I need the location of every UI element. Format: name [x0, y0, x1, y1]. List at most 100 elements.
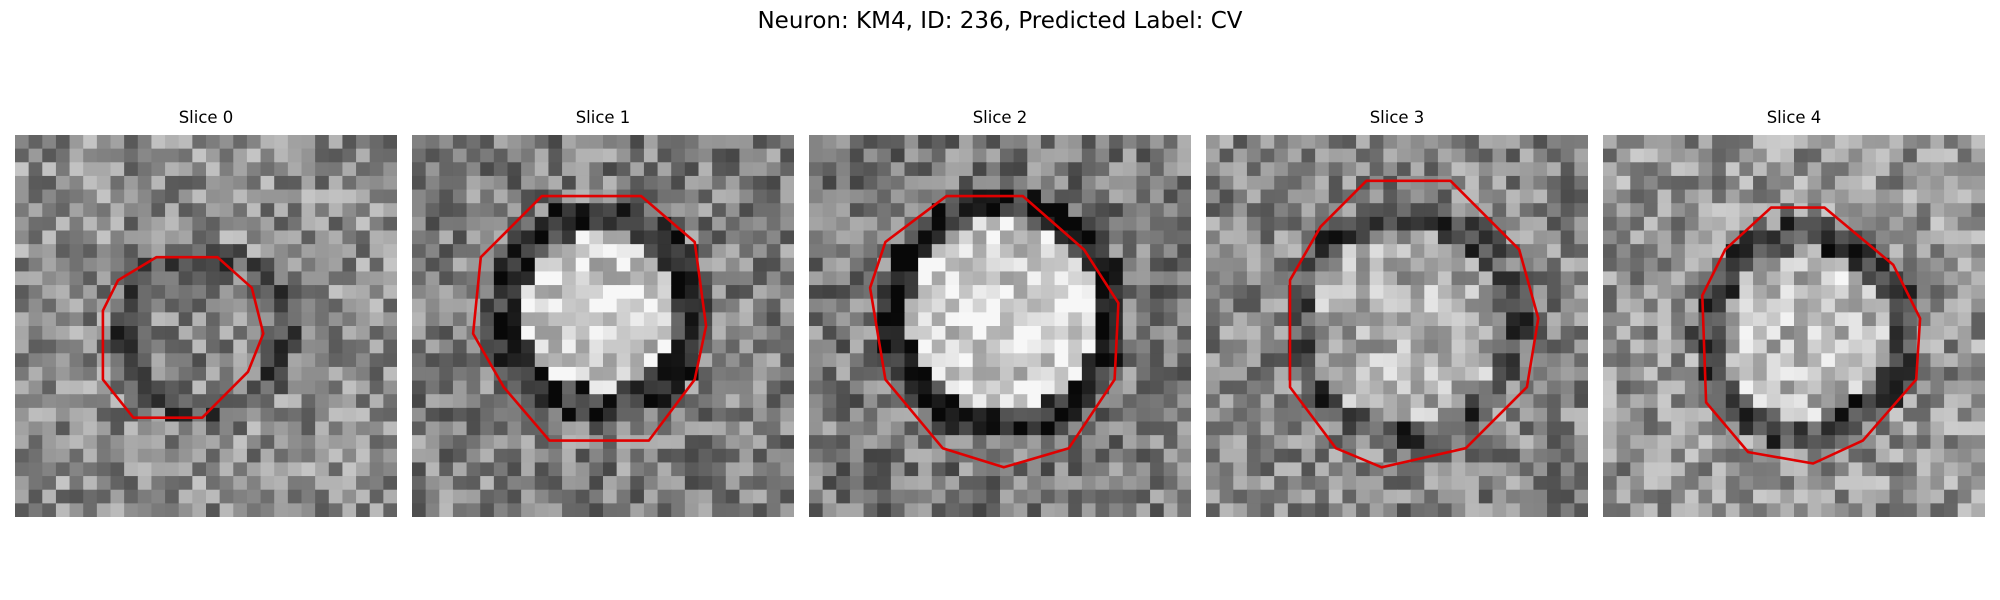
pixel [1766, 135, 1781, 150]
pixel [1930, 366, 1945, 382]
pixel [931, 230, 947, 245]
pixel [890, 298, 906, 313]
pixel [42, 162, 57, 177]
pixel [15, 326, 30, 341]
pixel [945, 366, 960, 382]
pixel [904, 298, 919, 313]
pixel [1630, 244, 1645, 259]
pixel [439, 339, 454, 354]
pixel [1233, 339, 1248, 354]
pixel [630, 339, 645, 354]
pixel [1560, 203, 1575, 218]
pixel [671, 175, 686, 191]
pixel [603, 448, 618, 464]
pixel [124, 462, 139, 477]
pixel [1136, 203, 1151, 218]
pixel [1753, 380, 1768, 395]
pixel [83, 394, 98, 409]
pixel [972, 257, 987, 273]
pixel [972, 162, 987, 177]
pixel [1040, 257, 1056, 273]
pixel [124, 203, 139, 218]
pixel [260, 380, 275, 395]
pixel [55, 326, 71, 341]
pixel [725, 326, 741, 341]
pixel [42, 448, 57, 464]
pixel [562, 339, 577, 354]
pixel [603, 203, 618, 218]
pixel [1356, 326, 1371, 341]
pixel [1478, 230, 1494, 245]
pixel [412, 448, 427, 464]
pixel [69, 394, 84, 409]
pixel [369, 353, 384, 368]
pixel [412, 421, 427, 436]
pixel [1122, 135, 1138, 150]
pixel [165, 135, 180, 150]
pixel [151, 353, 166, 368]
pixel [1506, 407, 1521, 423]
pixel [657, 394, 672, 409]
pixel [890, 435, 906, 450]
pixel [439, 366, 454, 382]
pixel [1671, 394, 1686, 409]
pixel [1465, 339, 1480, 354]
pixel [260, 298, 275, 313]
pixel [15, 135, 30, 150]
pixel [383, 230, 397, 245]
pixel [1657, 189, 1672, 204]
pixel [1301, 380, 1316, 395]
pixel [753, 135, 768, 150]
pixel [219, 326, 234, 341]
pixel [1930, 175, 1945, 191]
pixel [1698, 135, 1713, 150]
pixel [1780, 380, 1795, 395]
pixel [1478, 489, 1494, 504]
pixel [1122, 353, 1138, 368]
pixel [425, 339, 440, 354]
pixel [1807, 339, 1822, 354]
pixel [1136, 366, 1151, 382]
pixel [836, 435, 851, 450]
pixel [1013, 135, 1028, 150]
pixel [1766, 489, 1781, 504]
pixel [1000, 257, 1015, 273]
pixel [260, 339, 275, 354]
pixel [15, 476, 30, 491]
pixel [42, 489, 57, 504]
slice-image-0 [15, 135, 397, 517]
pixel [1643, 271, 1659, 286]
pixel [1862, 380, 1877, 395]
pixel [698, 271, 713, 286]
pixel [315, 407, 330, 423]
pixel [466, 244, 481, 259]
pixel [1163, 216, 1178, 232]
pixel [192, 476, 207, 491]
pixel [1930, 407, 1945, 423]
pixel [1342, 216, 1357, 232]
pixel [630, 230, 645, 245]
pixel [698, 216, 713, 232]
pixel [1821, 476, 1836, 491]
pixel [1889, 503, 1904, 517]
pixel [849, 407, 865, 423]
pixel [369, 189, 384, 204]
pixel [192, 366, 207, 382]
pixel [246, 162, 262, 177]
pixel [1875, 257, 1891, 273]
pixel [849, 257, 865, 273]
pixel [1657, 285, 1672, 300]
pixel [1233, 353, 1248, 368]
pixel [1807, 312, 1822, 327]
pixel [1383, 326, 1398, 341]
pixel [1233, 189, 1248, 204]
pixel [151, 244, 166, 259]
pixel [480, 271, 495, 286]
pixel [15, 380, 30, 395]
pixel [1369, 257, 1384, 273]
pixel [178, 148, 193, 163]
pixel [603, 312, 618, 327]
pixel [684, 476, 700, 491]
pixel [1177, 312, 1191, 327]
pixel [192, 298, 207, 313]
